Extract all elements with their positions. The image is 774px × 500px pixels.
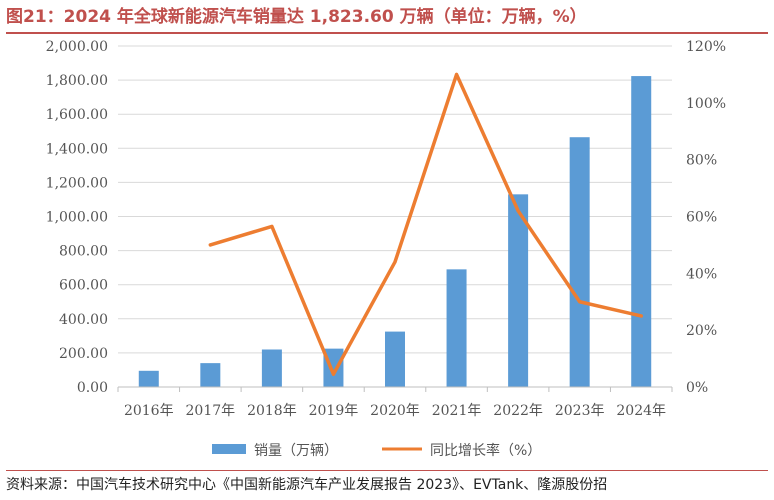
left-tick-label: 0.00: [77, 380, 108, 396]
bar: [446, 269, 467, 387]
bar: [508, 194, 529, 387]
chart-legend: 销量（万辆） 同比增长率（%）: [212, 442, 541, 459]
bar: [385, 331, 405, 387]
right-tick-label: 20%: [686, 323, 717, 339]
x-tick-label: 2021年: [432, 403, 482, 419]
source-divider: [6, 470, 768, 471]
legend-bar-swatch: [212, 444, 246, 454]
left-tick-label: 1,400.00: [46, 141, 108, 157]
line-point: [208, 243, 212, 247]
x-tick-label: 2019年: [309, 403, 359, 419]
bar: [261, 349, 282, 387]
left-tick-label: 1,600.00: [46, 107, 108, 123]
right-axis: 0% 20% 40% 60% 80% 100% 120%: [686, 39, 726, 396]
left-tick-label: 1,000.00: [46, 210, 108, 226]
x-tick-label: 2016年: [124, 403, 174, 419]
line-point: [270, 224, 274, 228]
right-tick-label: 100%: [686, 96, 726, 112]
legend-bar-label: 销量（万辆）: [254, 443, 338, 459]
left-tick-label: 600.00: [59, 278, 108, 294]
line-point: [455, 72, 459, 76]
right-tick-label: 40%: [686, 266, 717, 282]
legend-line-label: 同比增长率（%）: [430, 442, 541, 459]
x-tick-label: 2018年: [247, 403, 297, 419]
left-tick-label: 400.00: [59, 312, 108, 328]
chart-gridlines: [118, 45, 672, 354]
x-tick-label: 2020年: [370, 403, 420, 419]
right-tick-label: 60%: [686, 210, 717, 226]
line-point: [331, 372, 335, 376]
right-tick-label: 0%: [686, 380, 708, 396]
line-point: [393, 260, 397, 264]
chart-title: 图21：2024 年全球新能源汽车销量达 1,823.60 万辆（单位：万辆，%…: [6, 7, 587, 27]
growth-line: [208, 72, 643, 376]
x-axis: 2016年 2017年 2018年 2019年 2020年 2021年 2022年 2023年…: [117, 386, 673, 419]
x-tick-label: 2024年: [616, 403, 666, 419]
bar: [138, 370, 159, 387]
right-tick-label: 120%: [686, 39, 726, 55]
left-tick-label: 2,000.00: [46, 39, 108, 55]
bar: [631, 76, 652, 387]
bar: [569, 137, 590, 387]
left-axis: 0.00 200.00 400.00 600.00 800.00 1,000.00 1,20…: [46, 39, 108, 396]
bar: [200, 363, 221, 387]
x-tick-label: 2022年: [493, 403, 543, 419]
left-tick-label: 800.00: [59, 244, 108, 260]
x-tick-label: 2017年: [186, 403, 236, 419]
line-point: [578, 300, 582, 304]
line-point: [516, 209, 520, 213]
chart-bars: [138, 76, 652, 387]
left-tick-label: 1,200.00: [46, 175, 108, 191]
chart-line: [208, 72, 643, 376]
x-tick-label: 2023年: [555, 403, 605, 419]
left-tick-label: 200.00: [59, 346, 108, 362]
chart-svg: 0.00 200.00 400.00 600.00 800.00 1,000.00 1,20…: [46, 39, 726, 459]
title-divider: [6, 32, 768, 34]
right-tick-label: 80%: [686, 153, 717, 169]
line-point: [639, 314, 643, 318]
left-tick-label: 1,800.00: [46, 73, 108, 89]
source-note: 资料来源：中国汽车技术研究中心《中国新能源汽车产业发展报告 2023》、EVTa…: [6, 477, 608, 493]
